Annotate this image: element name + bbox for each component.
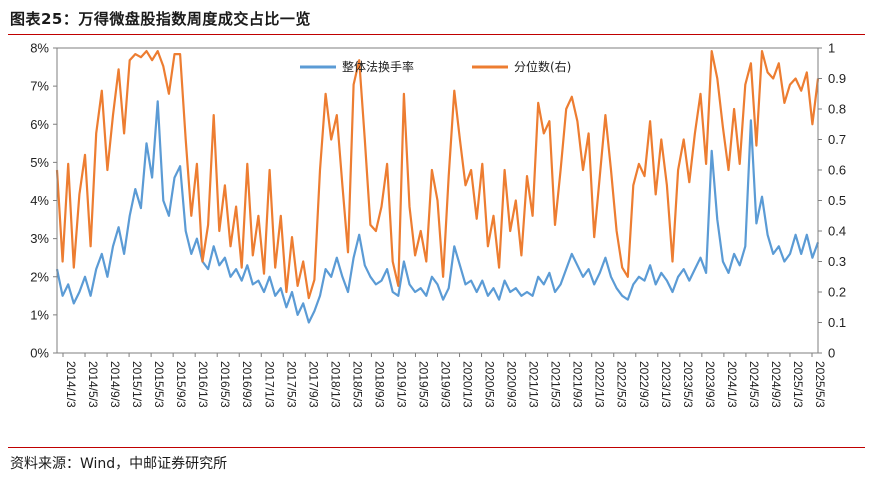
x-tick-label: 2018/5/3 [350,361,364,408]
x-tick-label: 2025/5/3 [813,361,827,408]
axes-layer: 0% 1% 2% 3% 4% 5% 6% 7% 8% 0 0.1 0.2 0.3 0.4 0.5 0.6 0.7… [30,41,846,409]
legend: 整体法换手率 分位数(右) [300,59,571,74]
x-tick-label: 2024/5/3 [747,361,761,408]
x-tick-label: 2017/1/3 [262,361,276,408]
y-right-tick-label: 1 [828,41,835,56]
y-left-tick-label: 3% [30,231,49,246]
x-tick-label: 2023/5/3 [681,361,695,408]
y-right-tick-label: 0.8 [828,102,846,117]
x-tick-label: 2023/9/3 [703,361,717,408]
title-divider [8,34,865,35]
x-tick-label: 2022/9/3 [637,361,651,408]
x-tick-label: 2021/1/3 [527,361,541,408]
x-tick-label: 2019/5/3 [416,361,430,408]
x-tick-label: 2024/1/3 [725,361,739,408]
y-right-tick-label: 0.2 [828,285,846,300]
x-tick-label: 2014/1/3 [64,361,78,408]
x-tick-label: 2014/9/3 [108,361,122,408]
x-tick-label: 2022/5/3 [615,361,629,408]
y-left-tick-label: 4% [30,193,49,208]
y-right-tick-label: 0 [828,346,835,361]
y-right-tick-label: 0.3 [828,254,846,269]
x-tick-label: 2018/1/3 [328,361,342,408]
percentile-series-line [55,49,820,300]
x-tick-label: 2021/9/3 [571,361,585,408]
legend-percentile-label: 分位数(右) [514,59,571,74]
x-tick-label: 2015/9/3 [174,361,188,408]
x-tick-label: 2019/1/3 [394,361,408,408]
x-tick-label: 2018/9/3 [372,361,386,408]
y-right-tick-label: 0.1 [828,315,846,330]
y-right-tick-label: 0.5 [828,193,846,208]
x-tick-label: 2021/5/3 [549,361,563,408]
y-left-tick-label: 1% [30,307,49,322]
x-tick-label: 2025/1/3 [791,361,805,408]
x-tick-label: 2017/9/3 [306,361,320,408]
x-tick-label: 2020/9/3 [505,361,519,408]
series-layer [55,49,820,324]
y-left-tick-label: 6% [30,117,49,132]
x-tick-label: 2019/9/3 [439,361,453,408]
x-tick-label: 2015/1/3 [130,361,144,408]
x-tick-label: 2020/1/3 [461,361,475,408]
x-tick-label: 2017/5/3 [284,361,298,408]
x-tick-label: 2016/9/3 [240,361,254,408]
y-right-tick-label: 0.4 [828,224,846,239]
x-tick-label: 2023/1/3 [659,361,673,408]
x-tick-label: 2016/1/3 [196,361,210,408]
y-right-tick-label: 0.7 [828,132,846,147]
x-tick-label: 2022/1/3 [593,361,607,408]
source-divider [8,447,865,448]
source-note: 资料来源：Wind，中邮证券研究所 [10,456,228,472]
y-left-tick-label: 8% [30,41,49,56]
turnover-series-line [55,100,820,324]
x-tick-label: 2015/5/3 [152,361,166,408]
y-left-tick-label: 2% [30,269,49,284]
legend-turnover-label: 整体法换手率 [342,59,414,74]
y-left-tick-label: 5% [30,155,49,170]
y-right-tick-label: 0.6 [828,163,846,178]
x-tick-label: 2020/5/3 [483,361,497,408]
x-tick-label: 2024/9/3 [769,361,783,408]
x-tick-label: 2014/5/3 [86,361,100,408]
y-left-tick-label: 0% [30,346,49,361]
y-right-tick-label: 0.9 [828,71,846,86]
y-left-tick-label: 7% [30,79,49,94]
figure-title: 图表25：万得微盘股指数周度成交占比一览 [10,10,311,28]
x-tick-label: 2016/5/3 [218,361,232,408]
